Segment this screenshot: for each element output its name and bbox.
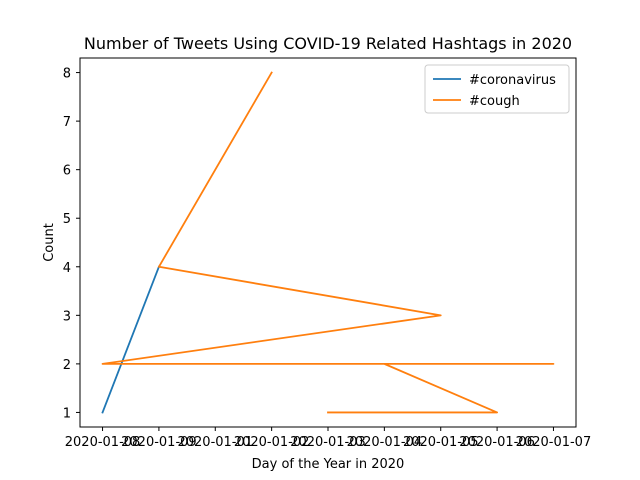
y-tick-label: 1: [63, 406, 71, 421]
y-tick-label: 8: [63, 67, 71, 82]
legend-box: [424, 64, 570, 114]
y-axis-label: Count: [42, 223, 57, 262]
y-tick-label: 5: [63, 212, 71, 227]
x-tick-label: 2020-01-04: [347, 435, 423, 450]
chart-title: Number of Tweets Using COVID-19 Related …: [84, 34, 572, 53]
y-tick-label: 3: [63, 309, 71, 324]
series-layer: [101, 71, 555, 414]
x-tick-label: 2020-01-06: [459, 435, 535, 450]
x-tick-label: 2020-01-09: [121, 435, 197, 450]
x-axis: 2020-01-082020-01-092020-01-012020-01-02…: [65, 427, 591, 450]
y-tick-label: 4: [63, 261, 71, 276]
y-tick-label: 2: [63, 358, 71, 373]
legend-label: #coronavirus: [469, 73, 556, 88]
x-axis-label: Day of the Year in 2020: [252, 457, 405, 472]
legend: #coronavirus #cough: [424, 64, 570, 114]
series-line-1: [101, 71, 555, 414]
x-tick-label: 2020-01-02: [234, 435, 310, 450]
y-axis: 1 2 3 4 5 6 7 8: [63, 67, 80, 421]
y-tick-label: 6: [63, 164, 71, 179]
x-tick-label: 2020-01-05: [403, 435, 479, 450]
y-tick-label: 7: [63, 115, 71, 130]
x-tick-label: 2020-01-07: [516, 435, 592, 450]
x-tick-label: 2020-01-01: [177, 435, 253, 450]
x-tick-label: 2020-01-03: [290, 435, 366, 450]
x-tick-label: 2020-01-08: [65, 435, 141, 450]
legend-label: #cough: [469, 94, 520, 109]
series-line-0: [101, 265, 161, 414]
